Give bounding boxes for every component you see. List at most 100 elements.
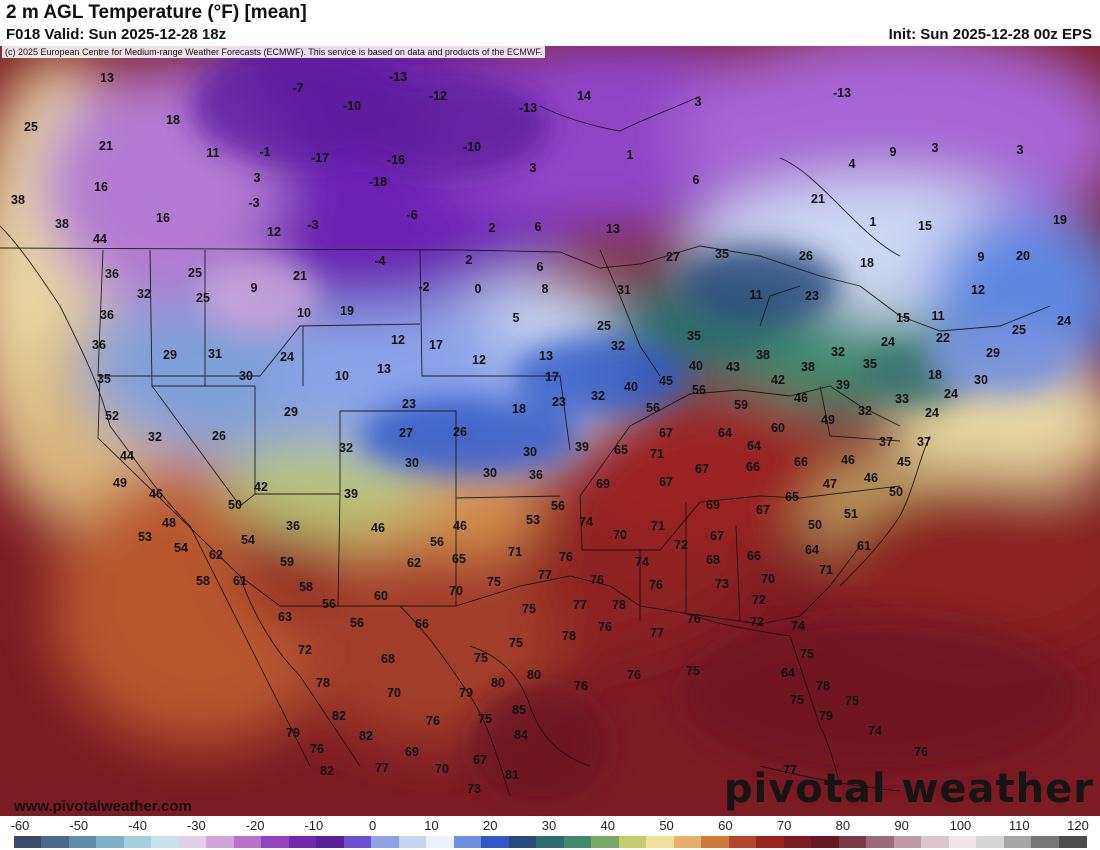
- temperature-label: 56: [692, 383, 706, 397]
- temperature-label: -12: [429, 89, 447, 103]
- temperature-label: 12: [472, 353, 486, 367]
- temperature-label: 33: [895, 392, 909, 406]
- temperature-label: 29: [284, 405, 298, 419]
- temperature-label: 14: [577, 89, 591, 103]
- temperature-label: 32: [148, 430, 162, 444]
- temperature-label: -18: [369, 175, 387, 189]
- temperature-label: 69: [405, 745, 419, 759]
- colorbar-swatch: [948, 836, 977, 848]
- colorbar-swatch: [41, 836, 70, 848]
- temperature-label: 70: [449, 584, 463, 598]
- temperature-label: 37: [917, 435, 931, 449]
- colorbar-swatch: [646, 836, 675, 848]
- temperature-label: 58: [196, 574, 210, 588]
- temperature-label: 36: [100, 308, 114, 322]
- colorbar-swatch: [288, 836, 317, 848]
- temperature-label: 59: [280, 555, 294, 569]
- temperature-label: 69: [706, 498, 720, 512]
- temperature-label: 6: [693, 173, 700, 187]
- temperature-label: 82: [320, 764, 334, 778]
- temperature-label: 79: [459, 686, 473, 700]
- temperature-label: 19: [1053, 213, 1067, 227]
- colorbar-tick-label: -30: [186, 818, 206, 833]
- temperature-label: 19: [340, 304, 354, 318]
- colorbar-ticks: -60 -50 -40 -30 -20 -10 0 10 20 30 40 50 60 70 80 90 100…: [0, 818, 1100, 834]
- temperature-label: 40: [624, 380, 638, 394]
- temperature-label: 56: [646, 401, 660, 415]
- temperature-label: 3: [254, 171, 261, 185]
- temperature-label: 9: [251, 281, 258, 295]
- temperature-label: 9: [890, 145, 897, 159]
- temperature-label: 66: [794, 455, 808, 469]
- colorbar-swatch: [206, 836, 235, 848]
- temperature-label: 80: [491, 676, 505, 690]
- colorbar-swatch: [838, 836, 867, 848]
- colorbar-swatch: [508, 836, 537, 848]
- colorbar-swatch: [426, 836, 455, 848]
- temperature-label: 77: [783, 763, 797, 777]
- temperature-label: 82: [332, 709, 346, 723]
- temperature-label: 75: [509, 636, 523, 650]
- colorbar-swatch: [178, 836, 207, 848]
- colorbar-tick-label: 40: [600, 818, 615, 833]
- colorbar-tick-label: -20: [245, 818, 265, 833]
- colorbar-tick-label: -10: [304, 818, 324, 833]
- temperature-map[interactable]: 13 -13 -7 -12 -10 -13 14 3 -13 25 18 21 11 -1 -17 -16 -1…: [0, 46, 1100, 816]
- temperature-label: 11: [749, 288, 762, 302]
- colorbar-tick-label: 50: [659, 818, 674, 833]
- temperature-label: 74: [579, 515, 593, 529]
- temperature-label: 70: [761, 572, 775, 586]
- colorbar-tick-label: 100: [949, 818, 972, 833]
- colorbar-swatch: [811, 836, 840, 848]
- temperature-label: 46: [794, 391, 808, 405]
- temperature-label: 32: [858, 404, 872, 418]
- temperature-label: 71: [651, 519, 665, 533]
- temperature-label: 26: [799, 249, 813, 263]
- temperature-label: 32: [611, 339, 625, 353]
- temperature-label: 25: [597, 319, 611, 333]
- temperature-label: 45: [659, 374, 673, 388]
- temperature-label: 21: [99, 139, 113, 153]
- colorbar-tick-label: 110: [1008, 818, 1030, 833]
- temperature-label: 11: [931, 309, 944, 323]
- colorbar-swatch: [343, 836, 372, 848]
- temperature-label: 12: [391, 333, 405, 347]
- temperature-label: 82: [359, 729, 373, 743]
- temperature-label: 76: [627, 668, 641, 682]
- temperature-label: 22: [936, 331, 950, 345]
- colorbar-swatch: [756, 836, 785, 848]
- temperature-label: 10: [335, 369, 349, 383]
- temperature-label: 36: [286, 519, 300, 533]
- colorbar-swatch: [453, 836, 482, 848]
- temperature-label: 76: [590, 573, 604, 587]
- temperature-label: 9: [978, 250, 985, 264]
- temperature-label: 40: [689, 359, 703, 373]
- temperature-label: 4: [849, 157, 856, 171]
- colorbar-tick-label: 10: [424, 818, 439, 833]
- temperature-label: 46: [864, 471, 878, 485]
- temperature-label: 30: [523, 445, 537, 459]
- temperature-label: 67: [659, 475, 673, 489]
- temperature-label: 66: [415, 617, 429, 631]
- temperature-label: 18: [166, 113, 180, 127]
- colorbar-swatch: [673, 836, 702, 848]
- temperature-label: 76: [574, 679, 588, 693]
- temperature-label: 43: [726, 360, 740, 374]
- temperature-label: 6: [537, 260, 544, 274]
- temperature-label: -4: [374, 254, 385, 268]
- temperature-label: 65: [452, 552, 466, 566]
- temperature-label: -6: [406, 208, 417, 222]
- temperature-label: -16: [387, 153, 405, 167]
- colorbar-swatch: [151, 836, 180, 848]
- temperature-label: 71: [650, 447, 664, 461]
- temperature-label: 62: [407, 556, 421, 570]
- temperature-label: 76: [598, 620, 612, 634]
- temperature-label: 75: [478, 712, 492, 726]
- website-credit[interactable]: www.pivotalweather.com: [14, 798, 192, 815]
- temperature-label: 3: [1017, 143, 1024, 157]
- colorbar-swatch: [728, 836, 757, 848]
- temperature-label: 61: [857, 539, 871, 553]
- temperature-label: 73: [467, 782, 481, 796]
- temperature-label: 65: [785, 490, 799, 504]
